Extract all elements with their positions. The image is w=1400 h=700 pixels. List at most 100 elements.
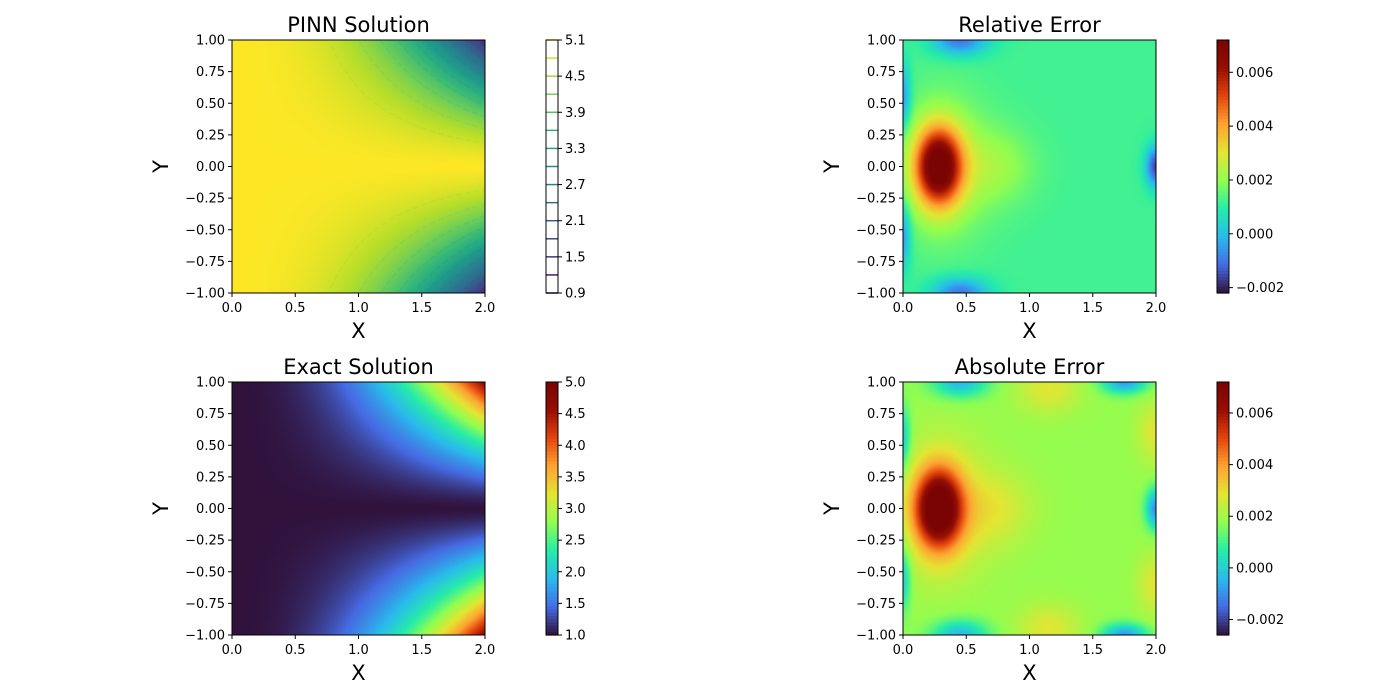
heatmap-image [232, 40, 485, 293]
y-tick-label: −0.25 [856, 192, 896, 207]
colorbar-segment [546, 476, 558, 481]
x-tick-label: 2.0 [1146, 643, 1167, 658]
colorbar-segment [546, 619, 558, 623]
colorbar-segment [1217, 622, 1229, 627]
colorbar-segment [1217, 58, 1229, 63]
colorbar-segment [1217, 388, 1229, 393]
colorbar-segment [546, 521, 558, 525]
colorbar-segment [546, 432, 558, 437]
contour-line [462, 271, 486, 291]
y-tick-label: −0.50 [185, 565, 225, 580]
colorbar-segment [546, 562, 558, 567]
colorbar-segment [1217, 74, 1229, 79]
contour-line [441, 42, 486, 79]
colorbar-segment [1217, 574, 1229, 579]
colorbar-segment [1217, 251, 1229, 256]
colorbar-ticks: −0.002 0.000 0.002 0.004 0.006 [1229, 66, 1284, 296]
colorbar-segment [1217, 77, 1229, 82]
colorbar-segment [1217, 559, 1229, 563]
colorbar-segment [1217, 400, 1229, 405]
colorbar-segment [546, 413, 558, 418]
y-tick-label: −0.50 [856, 223, 896, 238]
colorbar-segment [1217, 616, 1229, 620]
contour-line [380, 215, 486, 293]
y-axis-ticks: −1.00 −0.75 −0.50 −0.25 0.00 0.25 0.50 0.75 1.00 [185, 376, 232, 644]
colorbar-segment [546, 631, 558, 636]
colorbar-body [546, 382, 558, 636]
y-tick-label: 0.50 [867, 97, 896, 112]
colorbar-segment [546, 410, 558, 415]
colorbar-pinn-solution: 0.9 1.5 2.1 2.7 3.3 3.9 4.5 5.1 [545, 34, 586, 302]
colorbar-segment [546, 499, 558, 503]
colorbar-segment [1217, 530, 1229, 535]
y-tick-label: −0.75 [185, 255, 225, 270]
colorbar-segment [1217, 597, 1229, 601]
y-tick-label: −0.75 [856, 255, 896, 270]
colorbar-segment [546, 568, 558, 573]
colorbar-segment [1217, 555, 1229, 560]
colorbar-segment [1217, 432, 1229, 437]
colorbar-segment [1217, 267, 1229, 272]
colorbar-segment [1217, 286, 1229, 291]
x-tick-label: 1.5 [411, 643, 432, 658]
colorbar-segment [1217, 568, 1229, 573]
colorbar-segment [1217, 382, 1229, 386]
x-tick-label: 0.5 [285, 643, 306, 658]
colorbar-segment [1217, 229, 1229, 234]
colorbar-segment [1217, 280, 1229, 285]
contour-line [470, 279, 486, 293]
colorbar-segment [1217, 255, 1229, 259]
colorbar-tick-label: 2.7 [565, 178, 586, 193]
x-tick-label: 0.5 [285, 301, 306, 316]
y-tick-label: 1.00 [867, 34, 896, 49]
colorbar-segment [546, 451, 558, 456]
plot-area [232, 382, 485, 635]
y-tick-label: −0.75 [856, 597, 896, 612]
colorbar-segment [1217, 226, 1229, 231]
colorbar-tick-label: 5.0 [565, 376, 586, 391]
y-tick-label: 0.00 [196, 502, 225, 517]
colorbar-segment [1217, 232, 1229, 237]
colorbar-segment [1217, 122, 1229, 126]
colorbar-segment [1217, 445, 1229, 450]
colorbar-segment [546, 435, 558, 440]
y-tick-label: 0.00 [867, 160, 896, 175]
colorbar-segment [546, 606, 558, 611]
y-tick-label: 0.50 [196, 97, 225, 112]
colorbar-segment [1217, 631, 1229, 636]
colorbar-tick-label: 4.5 [565, 70, 586, 85]
colorbar-segment [1217, 625, 1229, 630]
colorbar-ticks: 1.0 1.5 2.0 2.5 3.0 3.5 4.0 4.5 5.0 [558, 376, 586, 644]
colorbar-segment [546, 612, 558, 617]
colorbar-segment [1217, 277, 1229, 281]
panel-title: Exact Solution [283, 355, 434, 379]
colorbar-tick-label: 3.0 [565, 502, 586, 517]
y-tick-label: −0.50 [185, 223, 225, 238]
colorbar-segment [1217, 153, 1229, 158]
colorbar-segment [1217, 423, 1229, 427]
heatmap-image [232, 382, 485, 635]
colorbar-frame [1216, 381, 1230, 636]
colorbar-segment [1217, 578, 1229, 582]
x-tick-label: 1.0 [348, 643, 369, 658]
x-tick-label: 2.0 [1146, 301, 1167, 316]
colorbar-segment [1217, 464, 1229, 468]
y-axis-ticks: −1.00 −0.75 −0.50 −0.25 0.00 0.25 0.50 0.75 1.00 [856, 376, 903, 644]
contour-line [441, 254, 486, 291]
colorbar-segment [546, 457, 558, 462]
colorbar-segment [1217, 612, 1229, 617]
colorbar-tick-label: 3.5 [565, 470, 586, 485]
y-tick-label: 0.25 [867, 470, 896, 485]
colorbar-segment [1217, 182, 1229, 187]
colorbar-segment [546, 489, 558, 494]
colorbar-segment [1217, 508, 1229, 513]
y-tick-label: −0.25 [185, 192, 225, 207]
colorbar-segment [1217, 147, 1229, 152]
x-tick-label: 0.5 [956, 301, 977, 316]
x-tick-label: 0.0 [222, 643, 243, 658]
colorbar-segment [546, 549, 558, 554]
colorbar-segment [1217, 628, 1229, 633]
colorbar-segment [546, 593, 558, 598]
colorbar-segment [1217, 606, 1229, 611]
colorbar-segment [1217, 245, 1229, 250]
